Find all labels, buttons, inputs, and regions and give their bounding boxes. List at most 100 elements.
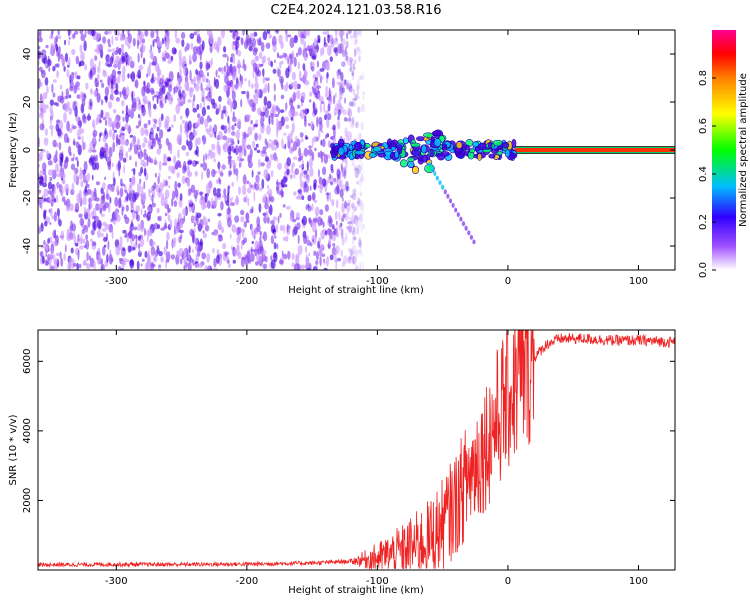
spectrogram-speckle: [169, 144, 173, 155]
spectrogram-speckle: [288, 60, 291, 71]
spectrogram-speckle: [165, 260, 168, 269]
spectrogram-speckle: [312, 238, 315, 243]
spectrogram-speckle: [342, 49, 346, 58]
spectrogram-speckle: [338, 82, 342, 87]
spectrogram-speckle: [230, 104, 233, 113]
spectrogram-speckle: [218, 235, 223, 242]
spectrogram-speckle: [344, 46, 347, 51]
spectrogram-speckle: [321, 129, 324, 134]
spectrogram-speckle: [309, 158, 313, 169]
spectrogram-speckle: [156, 207, 160, 214]
spectrogram-speckle: [254, 181, 257, 189]
spectrogram-speckle: [170, 254, 175, 260]
spectrogram-speckle: [206, 253, 211, 263]
spectrogram-speckle: [160, 256, 164, 263]
spectrogram-speckle: [72, 33, 76, 39]
colorbar-label: Normalized spectral amplitude: [738, 73, 749, 227]
spectrogram-speckle: [341, 215, 345, 220]
spectrogram-speckle: [256, 176, 260, 183]
spectrogram-speckle: [137, 151, 141, 157]
spectrogram-speckle: [129, 134, 134, 138]
spectrogram-speckle: [187, 252, 191, 261]
spectrogram-speckle: [322, 138, 326, 148]
spectrogram-speckle: [133, 144, 139, 155]
spectrogram-speckle: [106, 253, 109, 263]
spectrogram-speckle: [144, 262, 148, 270]
spectrogram-speckle: [348, 117, 352, 122]
spectrogram-speckle: [118, 257, 123, 262]
spectrogram-speckle: [346, 117, 350, 122]
spectrogram-speckle: [196, 212, 202, 219]
spectrogram-speckle: [139, 115, 142, 122]
spectrogram-speckle: [171, 197, 174, 207]
spectrogram-speckle: [243, 148, 247, 157]
spectrogram-speckle: [89, 238, 94, 243]
spectrogram-speckle: [245, 212, 250, 220]
spectrogram-speckle: [142, 95, 148, 103]
spectrogram-speckle: [73, 84, 78, 94]
spectrogram-speckle: [153, 103, 157, 110]
spectrogram-speckle: [57, 30, 60, 36]
spectrogram-speckle: [305, 136, 309, 140]
spectrogram-speckle: [184, 46, 187, 53]
spectrogram-speckle: [253, 31, 258, 37]
spectrogram-speckle: [86, 172, 91, 182]
spectrogram-speckle: [352, 97, 357, 101]
spectrogram-speckle: [249, 148, 253, 158]
spectrogram-speckle: [316, 43, 319, 54]
spectrogram-speckle: [80, 33, 86, 42]
spectrogram-speckle: [68, 94, 72, 99]
spectrogram-speckle: [178, 247, 184, 255]
spectrogram-speckle: [136, 260, 140, 270]
spectrogram-speckle: [75, 81, 80, 88]
spectrogram-speckle: [38, 225, 42, 235]
spectrogram-speckle: [38, 37, 43, 43]
spectrogram-speckle: [274, 235, 277, 239]
spectrogram-speckle: [189, 257, 193, 264]
spectrogram-speckle: [318, 128, 321, 139]
spectrogram-speckle: [100, 187, 104, 195]
spectrogram-x-tick-label: -200: [236, 276, 259, 287]
spectrogram-speckle: [127, 43, 131, 49]
spectrogram-speckle: [109, 196, 112, 204]
spectrogram-speckle: [162, 202, 167, 207]
spectrogram-speckle: [231, 224, 237, 233]
spectrogram-speckle: [138, 99, 141, 105]
spectrogram-speckle: [210, 197, 214, 207]
spectrogram-speckle: [174, 218, 178, 228]
spectrogram-speckle: [312, 101, 315, 111]
signal-blob: [440, 151, 450, 157]
spectrogram-speckle: [47, 237, 50, 244]
spectrogram-speckle: [89, 58, 94, 69]
spectrogram-speckle: [49, 176, 53, 182]
spectrogram-speckle: [53, 240, 58, 247]
spectrogram-speckle: [301, 195, 305, 201]
spectrogram-speckle: [286, 206, 291, 210]
spectrogram-speckle: [105, 95, 108, 103]
spectrogram-speckle: [320, 76, 324, 80]
spectrogram-speckle: [187, 140, 193, 151]
spectrogram-speckle: [139, 221, 145, 233]
spectrogram-speckle: [309, 185, 312, 191]
spectrogram-speckle: [343, 255, 348, 265]
spectrogram-speckle: [100, 232, 104, 238]
spectrogram-speckle: [99, 113, 102, 124]
spectrogram-speckle: [59, 251, 62, 260]
spectrogram-speckle: [359, 191, 363, 197]
spectrogram-speckle: [177, 236, 180, 242]
spectrogram-speckle: [99, 207, 103, 214]
spectrogram-speckle: [265, 210, 269, 219]
spectrogram-speckle: [122, 157, 127, 163]
spectrogram-speckle: [236, 118, 242, 127]
spectrogram-speckle: [186, 176, 190, 184]
spectrogram-speckle: [148, 188, 151, 198]
spectrogram-speckle: [306, 161, 309, 172]
spectrogram-speckle: [266, 100, 272, 110]
spectrogram-speckle: [254, 82, 259, 89]
spectrogram-speckle: [356, 216, 360, 222]
spectrogram-speckle: [336, 169, 341, 179]
spectrogram-speckle: [212, 127, 215, 134]
spectrogram-speckle: [66, 69, 70, 78]
spectrogram-speckle: [298, 70, 302, 81]
spectrogram-speckle: [306, 52, 308, 58]
